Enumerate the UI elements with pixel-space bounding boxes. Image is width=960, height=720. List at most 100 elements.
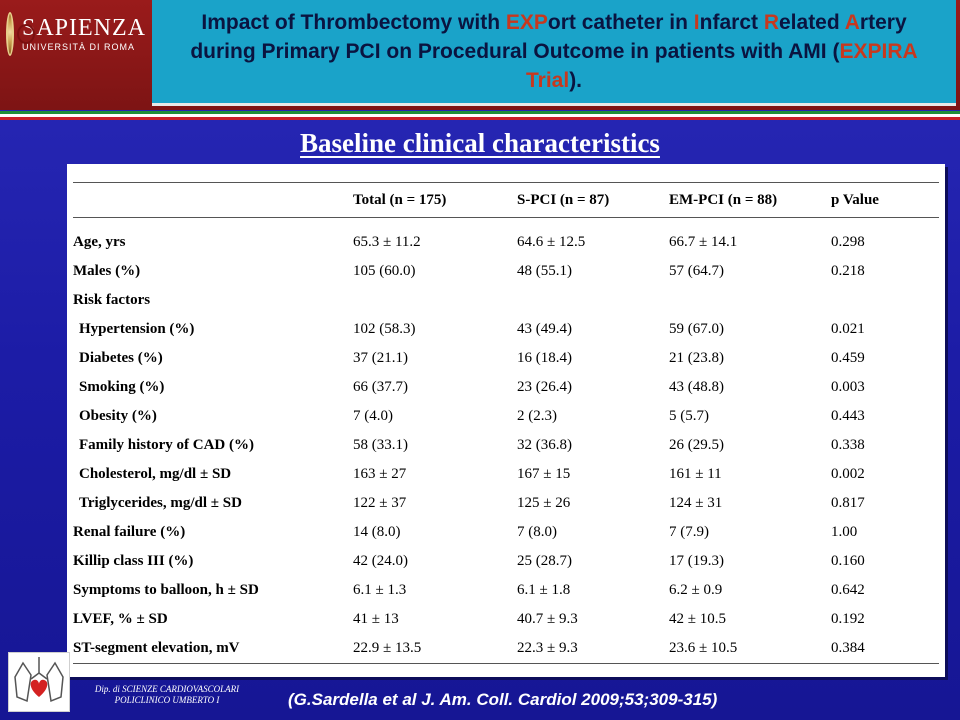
header-spci: S-PCI (n = 87) — [517, 182, 669, 218]
slide-title: Impact of Thrombectomy with EXPort cathe… — [152, 0, 956, 106]
table-row: Risk factors — [73, 286, 939, 315]
row-label: Renal failure (%) — [73, 524, 186, 540]
department-line-2: POLICLINICO UMBERTO I — [114, 695, 220, 705]
table-row: Hypertension (%) 102 (58.3) 43 (49.4) 59 (6… — [73, 315, 939, 344]
table-row: Obesity (%) 7 (4.0) 2 (2.3) 5 (5.7) 0.443 — [73, 402, 939, 431]
subtitle-text: Baseline clinical characteristics — [300, 128, 660, 158]
cell-pvalue: 0.192 — [831, 611, 865, 627]
table-row: Diabetes (%) 37 (21.1) 16 (18.4) 21 (23.8) 0… — [73, 344, 939, 373]
cell-pvalue — [831, 286, 939, 315]
cell-spci — [517, 286, 669, 315]
cell-spci: 43 (49.4) — [517, 321, 572, 337]
department-text: Dip. di SCIENZE CARDIOVASCOLARI POLICLIN… — [72, 684, 262, 706]
table-row: Symptoms to balloon, h ± SD 6.1 ± 1.3 6.1 … — [73, 576, 939, 605]
row-label: Triglycerides, mg/dl ± SD — [79, 495, 242, 511]
cell-total: 7 (4.0) — [353, 408, 393, 424]
title-segment: ). — [569, 69, 583, 92]
stripe-red — [0, 117, 960, 120]
title-segment: ort catheter in — [547, 11, 694, 34]
cell-empci: 17 (19.3) — [669, 553, 724, 569]
cell-spci: 2 (2.3) — [517, 408, 557, 424]
cell-total: 22.9 ± 13.5 — [353, 634, 517, 664]
table-header-row: Total (n = 175) S-PCI (n = 87) EM-PCI (n… — [73, 182, 939, 218]
cell-empci: 42 ± 10.5 — [669, 611, 726, 627]
title-highlight: A — [844, 11, 860, 34]
cell-total: 42 (24.0) — [353, 553, 408, 569]
row-label: Symptoms to balloon, h ± SD — [73, 582, 259, 598]
cell-spci: 25 (28.7) — [517, 553, 572, 569]
heart-lungs-icon — [14, 657, 64, 703]
stripe-green — [0, 111, 960, 114]
row-label: ST-segment elevation, mV — [73, 634, 353, 664]
title-segment: elated — [779, 11, 845, 34]
title-highlight: I — [693, 11, 700, 34]
cell-spci: 22.3 ± 9.3 — [517, 634, 669, 664]
cell-pvalue: 0.218 — [831, 263, 865, 279]
header-empci: EM-PCI (n = 88) — [669, 182, 831, 218]
cell-total: 6.1 ± 1.3 — [353, 582, 407, 598]
table-row: Smoking (%) 66 (37.7) 23 (26.4) 43 (48.8) 0.… — [73, 373, 939, 402]
cell-empci: 124 ± 31 — [669, 495, 723, 511]
cell-total: 105 (60.0) — [353, 263, 416, 279]
row-label: Cholesterol, mg/dl ± SD — [79, 466, 232, 482]
cell-total: 14 (8.0) — [353, 524, 401, 540]
title-highlight: EXPIRA Trial — [525, 40, 918, 92]
table-body: Age, yrs 65.3 ± 11.2 64.6 ± 12.5 66.7 ± 14.… — [73, 218, 939, 664]
title-highlight: R — [763, 11, 779, 34]
cell-empci: 26 (29.5) — [669, 437, 724, 453]
department-logo — [8, 652, 70, 712]
cell-empci: 43 (48.8) — [669, 379, 724, 395]
table-row: Renal failure (%) 14 (8.0) 7 (8.0) 7 (7.9) 1… — [73, 518, 939, 547]
cell-total: 58 (33.1) — [353, 437, 408, 453]
cell-empci: 5 (5.7) — [669, 408, 709, 424]
table-row: Family history of CAD (%) 58 (33.1) 32 (36… — [73, 431, 939, 460]
logo-subtitle: UNIVERSITÀ DI ROMA — [21, 42, 135, 52]
row-label: Males (%) — [73, 263, 141, 279]
cell-total: 122 ± 37 — [353, 495, 407, 511]
cell-spci: 64.6 ± 12.5 — [517, 234, 586, 250]
cell-total: 37 (21.1) — [353, 350, 408, 366]
row-label: Risk factors — [73, 292, 151, 308]
cell-total: 65.3 ± 11.2 — [353, 234, 421, 250]
row-label: Hypertension (%) — [79, 321, 195, 337]
table-row: Triglycerides, mg/dl ± SD 122 ± 37 125 ± 2… — [73, 489, 939, 518]
university-logo: SAPIENZA UNIVERSITÀ DI ROMA — [6, 4, 146, 64]
header-total: Total (n = 175) — [353, 182, 517, 218]
title-highlight: EXP — [505, 11, 548, 34]
cell-total: 163 ± 27 — [353, 466, 407, 482]
row-label: Diabetes (%) — [79, 350, 163, 366]
row-label: Family history of CAD (%) — [79, 437, 254, 453]
table-row: Killip class III (%) 42 (24.0) 25 (28.7) 17… — [73, 547, 939, 576]
header-pvalue: p Value — [831, 182, 939, 218]
row-label: Smoking (%) — [79, 379, 165, 395]
university-seal-icon — [6, 12, 35, 56]
cell-pvalue: 1.00 — [831, 524, 858, 540]
logo-name: SAPIENZA — [21, 15, 146, 41]
cell-pvalue: 0.443 — [831, 408, 865, 424]
header-label — [73, 182, 353, 218]
cell-spci: 16 (18.4) — [517, 350, 572, 366]
cell-empci: 59 (67.0) — [669, 321, 724, 337]
cell-pvalue: 0.459 — [831, 350, 865, 366]
cell-spci: 6.1 ± 1.8 — [517, 582, 571, 598]
cell-total: 66 (37.7) — [353, 379, 408, 395]
cell-empci: 21 (23.8) — [669, 350, 724, 366]
cell-empci: 66.7 ± 14.1 — [669, 234, 738, 250]
table-row: Cholesterol, mg/dl ± SD 163 ± 27 167 ± 15 1… — [73, 460, 939, 489]
table-row: LVEF, % ± SD 41 ± 13 40.7 ± 9.3 42 ± 10.5 0.… — [73, 605, 939, 634]
cell-pvalue: 0.002 — [831, 466, 865, 482]
cell-spci: 125 ± 26 — [517, 495, 571, 511]
cell-empci — [669, 286, 831, 315]
title-segment: nfarct — [699, 11, 764, 34]
slide-subtitle: Baseline clinical characteristics — [0, 128, 960, 159]
title-segment: rtery during Primary PCI on Procedural O… — [190, 11, 907, 63]
logo-text: SAPIENZA UNIVERSITÀ DI ROMA — [22, 16, 146, 52]
cell-spci: 7 (8.0) — [517, 524, 557, 540]
title-segment: Impact of Thrombectomy with — [201, 11, 506, 34]
cell-empci: 23.6 ± 10.5 — [669, 634, 831, 664]
cell-empci: 7 (7.9) — [669, 524, 709, 540]
cell-pvalue: 0.003 — [831, 379, 865, 395]
cell-empci: 6.2 ± 0.9 — [669, 582, 723, 598]
cell-empci: 161 ± 11 — [669, 466, 722, 482]
citation: (G.Sardella et al J. Am. Coll. Cardiol 2… — [288, 690, 718, 709]
